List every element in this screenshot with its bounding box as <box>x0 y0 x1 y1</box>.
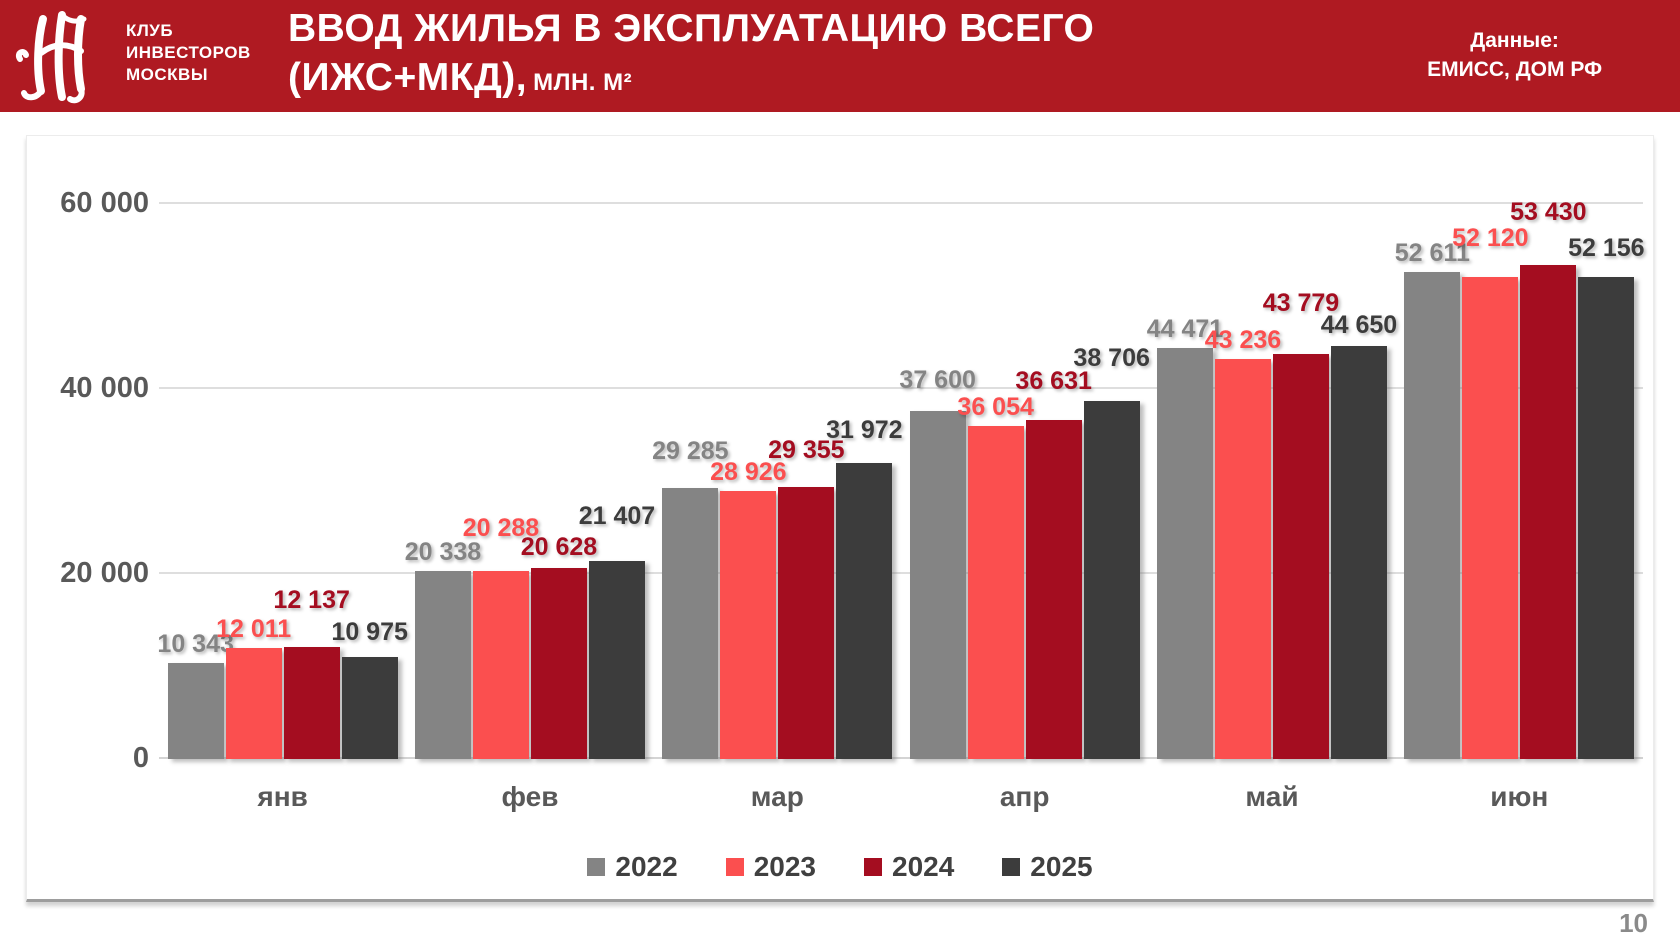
slide-title-line2-main: (ИЖС+МКД), <box>288 56 528 99</box>
bar-2023-мар: 28 926 <box>710 458 787 759</box>
y-tick-label-40000: 40 000 <box>60 372 149 404</box>
legend-label-2024: 2024 <box>892 851 955 882</box>
bar-2025-июн: 52 156 <box>1568 234 1645 759</box>
legend-swatch-2025 <box>1002 858 1021 876</box>
plot-area: 10 343 12 011 12 137 10 975 янв 20 338 20 288 2… <box>157 176 1645 812</box>
data-label-2025-янв: 10 975 <box>331 618 408 646</box>
legend-item-2024: 2024 <box>864 851 954 883</box>
bar-2022-янв: 10 343 <box>157 630 234 759</box>
data-label-2024-май: 43 779 <box>1262 289 1340 317</box>
x-axis-label-апр: апр <box>999 781 1050 812</box>
bar-2024-июн: 53 430 <box>1510 198 1587 759</box>
logo-org-name: КЛУБ ИНВЕСТОРОВ МОСКВЫ <box>126 20 251 86</box>
bar-2024-апр: 36 631 <box>1015 367 1092 759</box>
legend-swatch-2023 <box>725 858 744 876</box>
bar-2023-фев: 20 288 <box>463 514 539 759</box>
data-source-line2: ЕМИСС, ДОМ РФ <box>1427 58 1602 81</box>
data-label-2025-май: 44 650 <box>1320 311 1398 339</box>
gridline-60000 <box>159 202 1643 204</box>
data-label-2023-янв: 12 011 <box>216 615 292 643</box>
club-monogram-logo-icon <box>15 11 87 104</box>
data-label-2022-мар: 29 285 <box>652 437 729 465</box>
bar-2024-янв: 12 137 <box>273 586 350 759</box>
bar-2023-апр: 36 054 <box>957 393 1034 759</box>
data-label-2025-июн: 52 156 <box>1568 234 1645 262</box>
data-label-2023-фев: 20 288 <box>462 514 540 542</box>
bar-group-июн: 52 611 52 120 53 430 52 156 <box>1395 176 1645 759</box>
legend-label-2023: 2023 <box>753 851 816 882</box>
legend-label-2025: 2025 <box>1030 851 1093 882</box>
y-tick-label-0: 0 <box>132 742 149 774</box>
data-label-2025-мар: 31 972 <box>826 416 903 444</box>
bar-2025-мар: 31 972 <box>826 416 903 759</box>
bar-2022-апр: 37 600 <box>899 366 976 759</box>
legend-swatch-2024 <box>864 858 882 876</box>
legend-label-2022: 2022 <box>615 851 678 882</box>
bar-group-янв: 10 343 12 011 12 137 10 975 <box>157 176 408 759</box>
data-label-2025-фев: 21 407 <box>578 502 656 530</box>
slide-title-line2: (ИЖС+МКД), МЛН. М² <box>288 54 1094 107</box>
bar-2022-июн: 52 611 <box>1395 239 1470 759</box>
data-label-2022-фев: 20 338 <box>404 538 482 566</box>
page-number: 10 <box>1619 908 1648 938</box>
logo-org-line2: ИНВЕСТОРОВ <box>126 43 251 62</box>
bar-2022-мар: 29 285 <box>652 437 729 759</box>
data-label-2023-мар: 28 926 <box>710 458 787 486</box>
legend-item-2022: 2022 <box>587 851 678 883</box>
legend-item-2025: 2025 <box>1002 851 1093 883</box>
slide-header: КЛУБ ИНВЕСТОРОВ МОСКВЫ ВВОД ЖИЛЬЯ В ЭКСП… <box>0 0 1680 112</box>
bar-2024-мар: 29 355 <box>768 436 845 759</box>
bar-group-фев: 20 338 20 288 20 628 21 407 <box>405 176 655 759</box>
x-axis-label-фев: фев <box>501 781 559 812</box>
logo-org-line1: КЛУБ <box>126 21 174 40</box>
data-label-2024-апр: 36 631 <box>1015 367 1092 395</box>
logo-org-line3: МОСКВЫ <box>126 65 208 84</box>
bar-2025-май: 44 650 <box>1321 311 1397 759</box>
bar-2023-июн: 52 120 <box>1452 224 1529 759</box>
bar-2024-фев: 20 628 <box>521 533 597 759</box>
data-label-2022-июн: 52 611 <box>1394 239 1470 267</box>
y-tick-label-60000: 60 000 <box>60 187 149 219</box>
chart-legend: 2022 2023 2024 2025 <box>27 851 1653 883</box>
bar-2025-апр: 38 706 <box>1073 344 1150 759</box>
data-source-note: Данные: ЕМИСС, ДОМ РФ <box>1427 26 1602 84</box>
slide-title-units: МЛН. М² <box>533 69 633 96</box>
data-label-2022-апр: 37 600 <box>899 366 976 394</box>
data-source-line1: Данные: <box>1470 29 1559 52</box>
gridline-0 <box>159 757 1643 759</box>
bar-2022-фев: 20 338 <box>405 538 481 759</box>
bar-2023-май: 43 236 <box>1205 326 1281 759</box>
data-label-2024-фев: 20 628 <box>520 533 598 561</box>
data-label-2023-июн: 52 120 <box>1452 224 1529 252</box>
bar-2025-фев: 21 407 <box>579 502 655 759</box>
data-label-2023-май: 43 236 <box>1204 326 1282 354</box>
bar-2023-янв: 12 011 <box>216 615 291 759</box>
gridline-40000 <box>159 387 1643 389</box>
gridline-20000 <box>159 572 1643 574</box>
chart-container: 60 000 40 000 20 000 0 10 343 12 011 12 137 10… <box>26 135 1654 902</box>
x-axis-label-июн: июн <box>1490 781 1549 812</box>
data-label-2022-янв: 10 343 <box>157 630 234 658</box>
bar-2022-май: 44 471 <box>1147 315 1223 759</box>
data-label-2024-июн: 53 430 <box>1510 198 1587 226</box>
x-axis-label-янв: янв <box>257 781 308 812</box>
bar-2024-май: 43 779 <box>1263 289 1339 759</box>
slide-title-line1: ВВОД ЖИЛЬЯ В ЭКСПЛУАТАЦИЮ ВСЕГО <box>288 7 1095 50</box>
legend-swatch-2022 <box>587 858 606 876</box>
data-label-2025-апр: 38 706 <box>1073 344 1150 372</box>
data-label-2022-май: 44 471 <box>1146 315 1224 343</box>
bar-2025-янв: 10 975 <box>331 618 408 759</box>
legend-item-2023: 2023 <box>725 851 816 883</box>
bar-group-мар: 29 285 28 926 29 355 31 972 <box>652 176 903 759</box>
data-label-2023-апр: 36 054 <box>957 393 1034 421</box>
slide-title: ВВОД ЖИЛЬЯ В ЭКСПЛУАТАЦИЮ ВСЕГО (ИЖС+МКД… <box>288 4 1094 107</box>
bar-group-апр: 37 600 36 054 36 631 38 706 <box>899 176 1150 759</box>
data-label-2024-янв: 12 137 <box>273 586 350 614</box>
x-axis-label-мар: мар <box>750 781 804 812</box>
x-axis-label-май: май <box>1245 781 1299 812</box>
bar-group-май: 44 471 43 236 43 779 44 650 <box>1147 176 1397 759</box>
y-tick-label-20000: 20 000 <box>60 557 149 589</box>
data-label-2024-мар: 29 355 <box>768 436 845 464</box>
